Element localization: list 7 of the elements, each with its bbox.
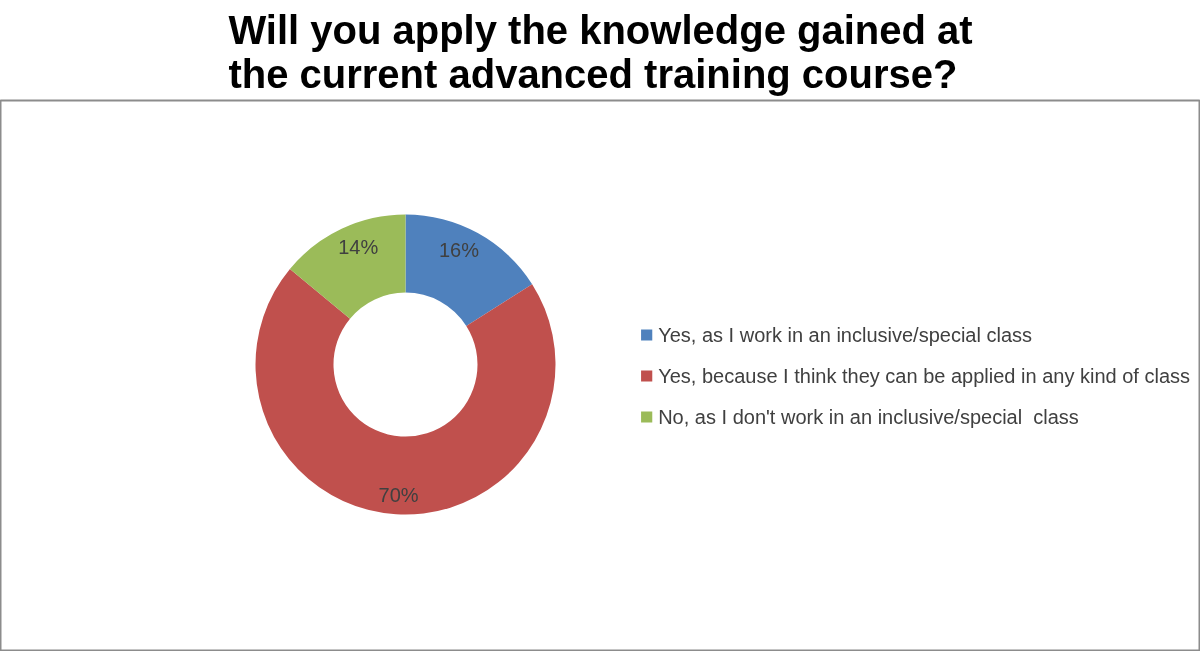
data-label: 16% — [438, 239, 480, 262]
chart-title: Will you apply the knowledge gained at the current advanced training course? — [228, 7, 973, 96]
legend-label: No, as I don't work in an inclusive/special class — [658, 405, 1079, 428]
legend-label: Yes, as I work in an inclusive/special class — [658, 323, 1033, 346]
data-label: 70% — [378, 483, 419, 506]
legend-label: Yes, because I think they can be applied in any kind of class — [658, 364, 1190, 387]
data-label: 14% — [338, 235, 379, 258]
